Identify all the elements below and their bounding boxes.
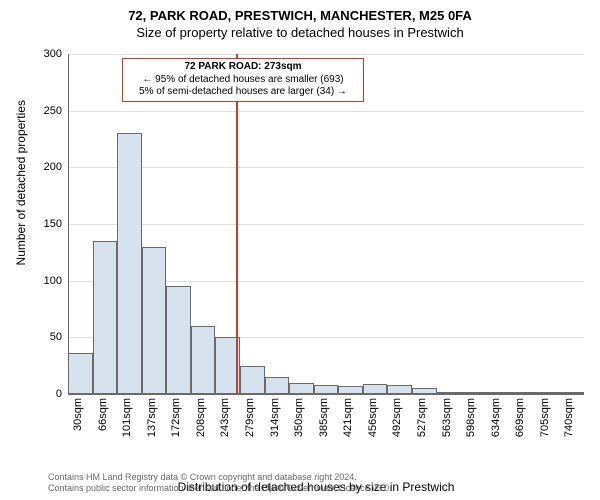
x-tick-label: 137sqm [146, 398, 158, 437]
x-tick-label: 669sqm [514, 398, 526, 437]
x-tick-label: 492sqm [391, 398, 403, 437]
x-tick-label: 101sqm [121, 398, 133, 437]
x-tick-label: 350sqm [293, 398, 305, 437]
page-subtitle: Size of property relative to detached ho… [0, 25, 600, 40]
y-tick-label: 100 [44, 275, 68, 287]
plot-area: 05010015020025030030sqm66sqm101sqm137sqm… [68, 54, 584, 394]
footer-line-1: Contains HM Land Registry data © Crown c… [48, 472, 392, 483]
chart-header: 72, PARK ROAD, PRESTWICH, MANCHESTER, M2… [0, 0, 600, 40]
gridline [68, 167, 584, 168]
x-tick-label: 634sqm [490, 398, 502, 437]
reference-line [236, 54, 238, 394]
page-title: 72, PARK ROAD, PRESTWICH, MANCHESTER, M2… [0, 8, 600, 23]
gridline [68, 224, 584, 225]
histogram-bar [363, 384, 388, 394]
histogram-bar [93, 241, 118, 394]
x-tick-label: 456sqm [367, 398, 379, 437]
histogram-bar [338, 386, 363, 394]
y-axis-label: Number of detached properties [14, 100, 28, 265]
x-tick-label: 705sqm [539, 398, 551, 437]
annotation-box: 72 PARK ROAD: 273sqm← 95% of detached ho… [122, 58, 364, 102]
x-tick-label: 598sqm [465, 398, 477, 437]
x-tick-label: 740sqm [563, 398, 575, 437]
x-tick-label: 527sqm [416, 398, 428, 437]
histogram-bar [265, 377, 290, 394]
x-axis-line [68, 394, 584, 395]
chart-container: Number of detached properties 0501001502… [48, 54, 584, 424]
x-tick-label: 314sqm [269, 398, 281, 437]
y-axis-line [68, 54, 69, 394]
histogram-bar [240, 366, 265, 394]
x-tick-label: 30sqm [72, 398, 84, 431]
histogram-bar [289, 383, 314, 394]
annotation-title: 72 PARK ROAD: 273sqm [127, 61, 359, 74]
x-tick-label: 243sqm [219, 398, 231, 437]
y-tick-label: 300 [44, 48, 68, 60]
footer-attribution: Contains HM Land Registry data © Crown c… [48, 472, 392, 495]
footer-line-2: Contains public sector information licen… [48, 483, 392, 494]
histogram-bar [314, 385, 339, 394]
histogram-bar [117, 133, 142, 394]
histogram-bar [191, 326, 216, 394]
x-tick-label: 279sqm [244, 398, 256, 437]
gridline [68, 111, 584, 112]
histogram-bar [387, 385, 412, 394]
histogram-bar [68, 353, 93, 394]
y-tick-label: 150 [44, 218, 68, 230]
x-tick-label: 208sqm [195, 398, 207, 437]
y-tick-label: 250 [44, 105, 68, 117]
y-tick-label: 0 [56, 388, 68, 400]
histogram-bar [166, 286, 191, 394]
x-tick-label: 172sqm [170, 398, 182, 437]
x-tick-label: 385sqm [318, 398, 330, 437]
y-tick-label: 50 [50, 331, 68, 343]
x-tick-label: 66sqm [97, 398, 109, 431]
y-tick-label: 200 [44, 161, 68, 173]
annotation-line-left: ← 95% of detached houses are smaller (69… [127, 74, 359, 87]
gridline [68, 54, 584, 55]
x-tick-label: 421sqm [342, 398, 354, 437]
x-tick-label: 563sqm [441, 398, 453, 437]
histogram-bar [142, 247, 167, 394]
annotation-line-right: 5% of semi-detached houses are larger (3… [127, 86, 359, 99]
